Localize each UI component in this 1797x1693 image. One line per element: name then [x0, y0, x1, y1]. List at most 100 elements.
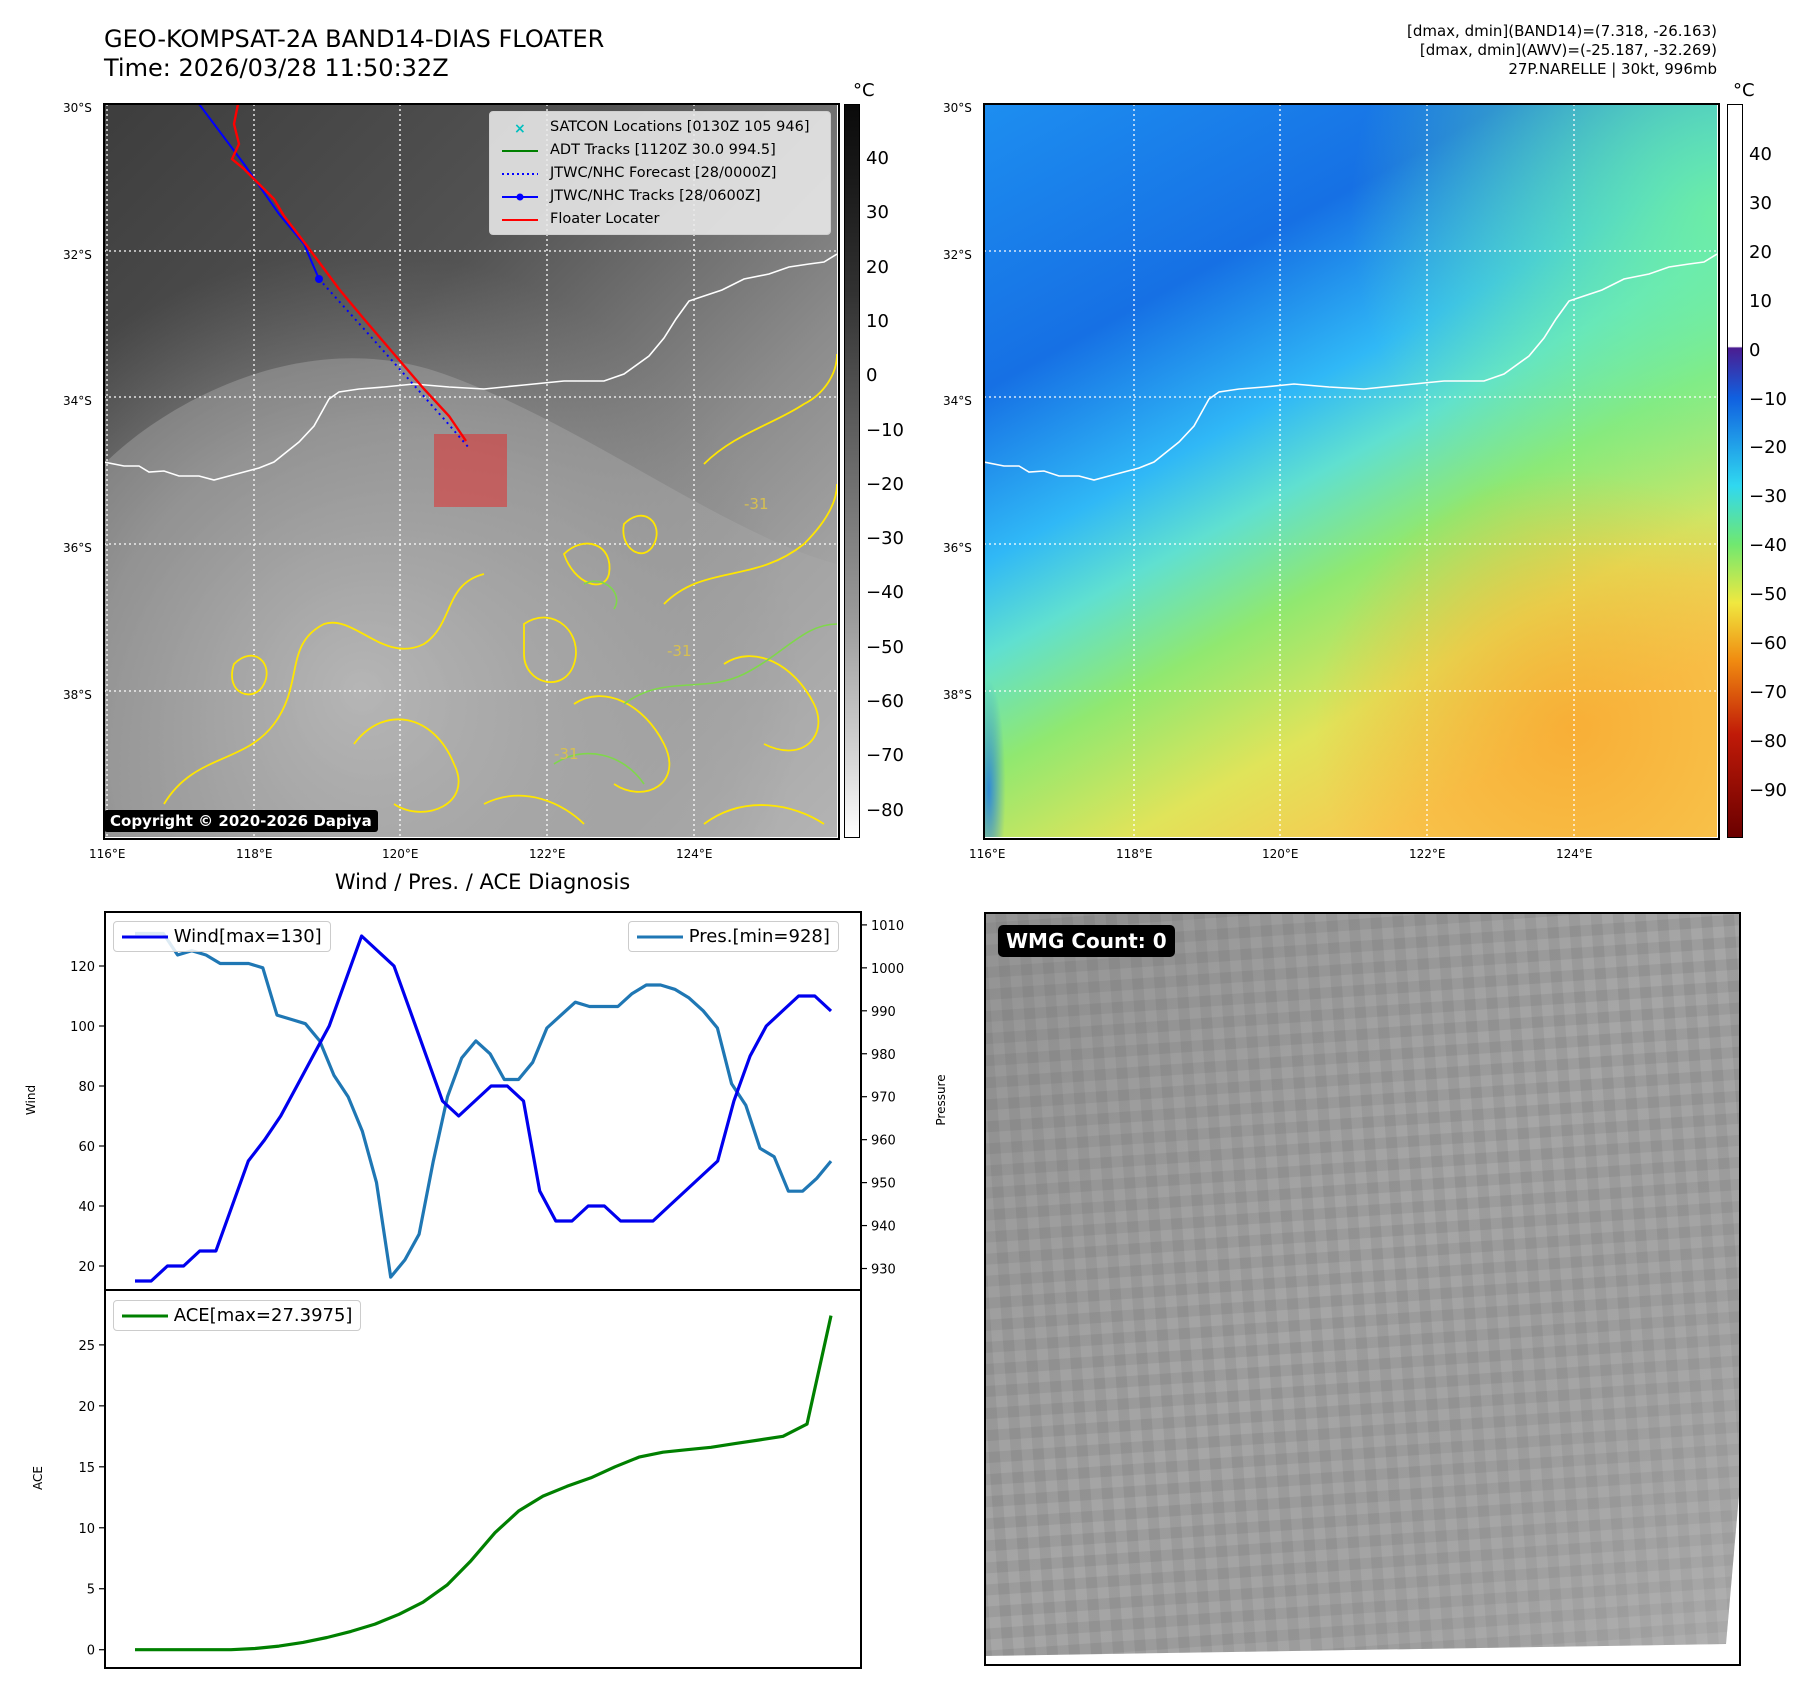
- adt-line-icon: [502, 150, 538, 152]
- ace-axis-ticklabel: 15: [78, 1461, 95, 1476]
- wv-map-grid: [984, 104, 1717, 837]
- ace-line: [135, 1315, 833, 1652]
- wind-axis-ticklabel: 120: [70, 960, 95, 975]
- legend-adt-label: ADT Tracks [1120Z 30.0 994.5]: [550, 142, 776, 158]
- floater-box: [434, 434, 507, 507]
- ir-map-frame: [103, 103, 840, 840]
- ace-axis-ticklabel: 5: [87, 1583, 95, 1598]
- ace-frame: [104, 1289, 862, 1669]
- pressure-axis-ticklabel: 1000: [871, 962, 904, 977]
- ir-colorbar-tick: 10: [866, 310, 889, 332]
- copyright-badge: Copyright © 2020-2026 Dapiya: [104, 810, 378, 832]
- wv-colorbar-tick: 40: [1749, 144, 1772, 165]
- pressure-axis-ticklabel: 970: [871, 1091, 896, 1106]
- wmg-count-badge: WMG Count: 0: [998, 925, 1175, 957]
- wv-colorbar-tick: −20: [1749, 437, 1787, 459]
- ace-axis-ticklabel: 0: [87, 1644, 95, 1659]
- ir-lat-label: 34°S: [63, 394, 92, 408]
- wv-lat-label: 38°S: [943, 688, 972, 702]
- pressure-line: [135, 931, 833, 1279]
- jtwc-track: [198, 104, 320, 280]
- ir-colorbar-tick: −60: [866, 691, 904, 712]
- ir-lon-label: 116°E: [89, 847, 126, 861]
- wind-legend-label: Wind[max=130]: [173, 926, 322, 947]
- red-line-icon: [502, 219, 538, 221]
- wv-lon-label: 124°E: [1556, 847, 1593, 861]
- wind-axis-ticklabel: 100: [70, 1020, 95, 1035]
- wv-colorbar-tick: −40: [1749, 535, 1787, 557]
- ace-axis-ticks: 0 5 10 15 20 25: [78, 1339, 105, 1659]
- ace-chart: 0 5 10 15 20 25 ACE: [31, 1289, 862, 1669]
- ir-lon-label: 120°E: [382, 847, 419, 861]
- dotted-line-icon: [502, 173, 538, 175]
- satcon-marker-icon: ×: [514, 121, 526, 137]
- coastline: [104, 253, 837, 481]
- wv-lat-label: 34°S: [943, 394, 972, 408]
- ir-lat-label: 36°S: [63, 541, 92, 555]
- contours-green: [553, 580, 837, 785]
- legend-satcon-label: SATCON Locations [0130Z 105 946]: [550, 119, 810, 135]
- wmg-panel: [984, 912, 1741, 1666]
- wind-axis-ticklabel: 60: [78, 1140, 95, 1155]
- ir-colorbar-tick: −40: [866, 582, 904, 604]
- jtwc-track-point: [315, 275, 323, 283]
- wv-map-frame: [983, 103, 1720, 840]
- info-awv: [dmax, dmin](AWV)=(-25.187, -32.269): [1419, 41, 1717, 59]
- ace-series: [135, 1315, 833, 1652]
- ace-axis-ticklabel: 20: [78, 1400, 95, 1415]
- wind-pressure-chart: 20 40 60 80 100 120 930 940 950 960 970 980 990 1000…: [24, 911, 948, 1291]
- wv-colorbar-tick: 10: [1749, 290, 1772, 312]
- wind-pressure-series: [135, 931, 833, 1283]
- wmg-frame: [984, 912, 1741, 1666]
- ir-colorbar-tick: 20: [866, 256, 889, 278]
- wv-lat-label: 30°S: [943, 101, 972, 115]
- contour-label: -31: [744, 495, 769, 513]
- pressure-line-icon: [637, 935, 683, 939]
- ace-axis-ticklabel: 25: [78, 1339, 95, 1354]
- wv-lon-label: 116°E: [969, 847, 1006, 861]
- wv-colorbar-tick: −60: [1749, 633, 1787, 654]
- legend-jtwc-tracks-label: JTWC/NHC Tracks [28/0600Z]: [550, 188, 761, 204]
- pressure-legend-label: Pres.[min=928]: [688, 926, 830, 947]
- pressure-axis-ticklabel: 1010: [871, 919, 904, 934]
- pressure-axis-ticklabel: 980: [871, 1048, 896, 1063]
- wv-lon-label: 122°E: [1409, 847, 1446, 861]
- wv-colorbar-tick: 20: [1749, 241, 1772, 263]
- pressure-axis-ticks: 930 940 950 960 970 980 990 1000 1010: [861, 919, 904, 1278]
- wv-coastline: [984, 253, 1717, 481]
- wind-axis-label: Wind: [24, 1085, 38, 1115]
- ir-colorbar-tick: −50: [866, 636, 904, 658]
- wv-map: [984, 104, 1717, 837]
- ir-colorbar: [844, 104, 860, 838]
- wv-colorbar-tick: −90: [1749, 779, 1787, 801]
- wind-line-icon: [122, 935, 168, 939]
- wv-colorbar-tick: −80: [1749, 730, 1787, 752]
- ace-legend: ACE[max=27.3975]: [113, 1300, 362, 1331]
- legend-jtwc-forecast-label: JTWC/NHC Forecast [28/0000Z]: [550, 165, 777, 181]
- legend-floater-label: Floater Locater: [550, 211, 660, 227]
- wind-axis-ticks: 20 40 60 80 100 120: [70, 960, 105, 1275]
- wind-pressure-frame: [104, 911, 862, 1291]
- contour-label: -31: [554, 745, 579, 763]
- figure-title-line1: GEO-KOMPSAT-2A BAND14-DIAS FLOATER: [104, 25, 605, 53]
- ir-colorbar-unit: °C: [853, 80, 875, 101]
- ace-legend-label: ACE[max=27.3975]: [173, 1305, 353, 1326]
- ir-colorbar-tick: −30: [866, 528, 904, 550]
- wv-lon-label: 120°E: [1262, 847, 1299, 861]
- map-legend: × SATCON Locations [0130Z 105 946] ADT T…: [489, 111, 831, 235]
- ir-lat-label: 30°S: [63, 101, 92, 115]
- wind-legend: Wind[max=130]: [113, 921, 331, 952]
- ir-colorbar-tick: 30: [866, 202, 889, 224]
- ir-colorbar-tick: 40: [866, 148, 889, 169]
- band-range-info: [dmax, dmin](BAND14)=(7.318, -26.163) [d…: [1407, 22, 1717, 79]
- wv-colorbar-tick: −30: [1749, 486, 1787, 508]
- wind-line: [135, 934, 833, 1283]
- wv-colorbar-tick: 30: [1749, 192, 1772, 214]
- svg-text:×: ×: [514, 121, 526, 137]
- wv-colorbar-tick: 0: [1749, 339, 1761, 361]
- wv-colorbar-tick: −50: [1749, 584, 1787, 606]
- pressure-axis-ticklabel: 930: [871, 1263, 896, 1278]
- wv-lon-label: 118°E: [1116, 847, 1153, 861]
- ir-colorbar-tick: −10: [866, 419, 904, 441]
- wv-colorbar-tick: −70: [1749, 681, 1787, 703]
